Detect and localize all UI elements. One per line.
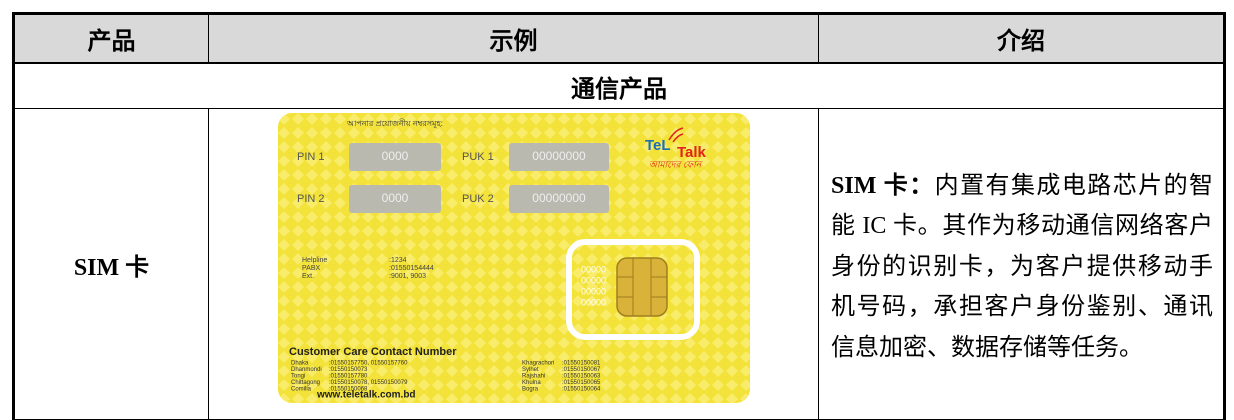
product-cell: SIM 卡 (13, 108, 209, 420)
example-cell: আপনার প্রয়োজনীয় নম্বরসমূহ: TeL Talk আম… (208, 108, 819, 420)
chip-code: 00000 (581, 275, 606, 285)
contact-label: Khagrachori (522, 361, 554, 367)
contact-title: Customer Care Contact Number (289, 346, 457, 358)
sim-card-image: আপনার প্রয়োজনীয় নম্বরসমূহ: TeL Talk আম… (278, 113, 750, 403)
contact-label: Sylhet (522, 367, 539, 373)
code-box (349, 143, 441, 171)
contact-value: :01550150067 (562, 367, 601, 373)
card-heading: আপনার প্রয়োজনীয় নম্বরসমূহ: (346, 118, 443, 128)
description-text: 内置有集成电路芯片的智能 IC 卡。其作为移动通信网络客户身份的识别卡，为客户提… (831, 172, 1214, 361)
product-table: 产品 示例 介绍 通信产品 SIM 卡 আপনার প্রয়োজনীয় নম… (12, 12, 1226, 420)
document: 产品 示例 介绍 通信产品 SIM 卡 আপনার প্রয়োজনীয় নম… (12, 12, 1226, 420)
contact-value: :01550150063 (562, 374, 601, 380)
contact-value: :01550150068 (329, 387, 368, 393)
code-box (509, 185, 609, 213)
brand-tagline: আমাদের ফোন (649, 159, 703, 169)
number-value: :1234 (389, 257, 407, 264)
contact-value: :01550157750, 01550157760 (329, 361, 408, 367)
contact-label: Comilla (291, 387, 312, 393)
code-label: PIN 2 (297, 193, 325, 205)
header-cell: 产品 (13, 13, 209, 64)
number-label: Helpline (302, 257, 327, 264)
number-label: Ext. (302, 273, 314, 280)
contact-label: Dhanmondi (291, 367, 322, 373)
contact-label: Khulna (522, 380, 541, 386)
chip-contacts (617, 258, 667, 316)
code-box (349, 185, 441, 213)
header-row: 产品 示例 介绍 (13, 13, 1225, 64)
contact-label: Chittagong (291, 380, 320, 386)
code-value: 0000 (382, 191, 409, 205)
chip-code: 00000 (581, 286, 606, 296)
contact-value: :01550150081 (562, 361, 601, 367)
sim-chip (616, 257, 668, 317)
number-value: :01550154444 (389, 265, 434, 272)
description-cell: SIM 卡：内置有集成电路芯片的智能 IC 卡。其作为移动通信网络客户身份的识别… (818, 108, 1225, 420)
contact-label: Rajshahi (522, 374, 545, 380)
contact-value: :01550157780 (329, 374, 368, 380)
section-cell: 通信产品 (13, 62, 1225, 109)
code-label: PUK 1 (462, 151, 494, 163)
contact-label: Bogra (522, 387, 539, 393)
chip-code: 00000 (581, 297, 606, 307)
sim-cutout (566, 239, 700, 340)
product-row: SIM 卡 আপনার প্রয়োজনীয় নম্বরসমূহ: TeL T… (13, 108, 1225, 420)
contact-label: Tongi (291, 374, 305, 380)
brand-part: Talk (677, 144, 707, 161)
code-box (509, 143, 609, 171)
description-term: SIM 卡： (831, 172, 935, 199)
website: www.teletalk.com.bd (316, 390, 416, 401)
contact-label: Dhaka (291, 361, 309, 367)
number-value: :9001, 9003 (389, 273, 426, 280)
description: SIM 卡：内置有集成电路芯片的智能 IC 卡。其作为移动通信网络客户身份的识别… (831, 160, 1213, 369)
section-row: 通信产品 (13, 62, 1225, 109)
code-value: 0000 (382, 149, 409, 163)
contact-value: :01550150078, 01550150079 (329, 380, 408, 386)
number-label: PABX (302, 265, 320, 272)
contact-value: :01550150065 (562, 380, 601, 386)
brand-part: TeL (645, 137, 671, 154)
code-label: PUK 2 (462, 193, 494, 205)
code-value: 00000000 (532, 191, 586, 205)
contact-value: :01550150073 (329, 367, 368, 373)
code-label: PIN 1 (297, 151, 325, 163)
code-value: 00000000 (532, 149, 586, 163)
logo-waves (668, 127, 684, 143)
chip-code: 00000 (581, 264, 606, 274)
header-cell: 介绍 (818, 13, 1225, 64)
contact-value: :01550150064 (562, 387, 601, 393)
header-cell: 示例 (208, 13, 819, 64)
